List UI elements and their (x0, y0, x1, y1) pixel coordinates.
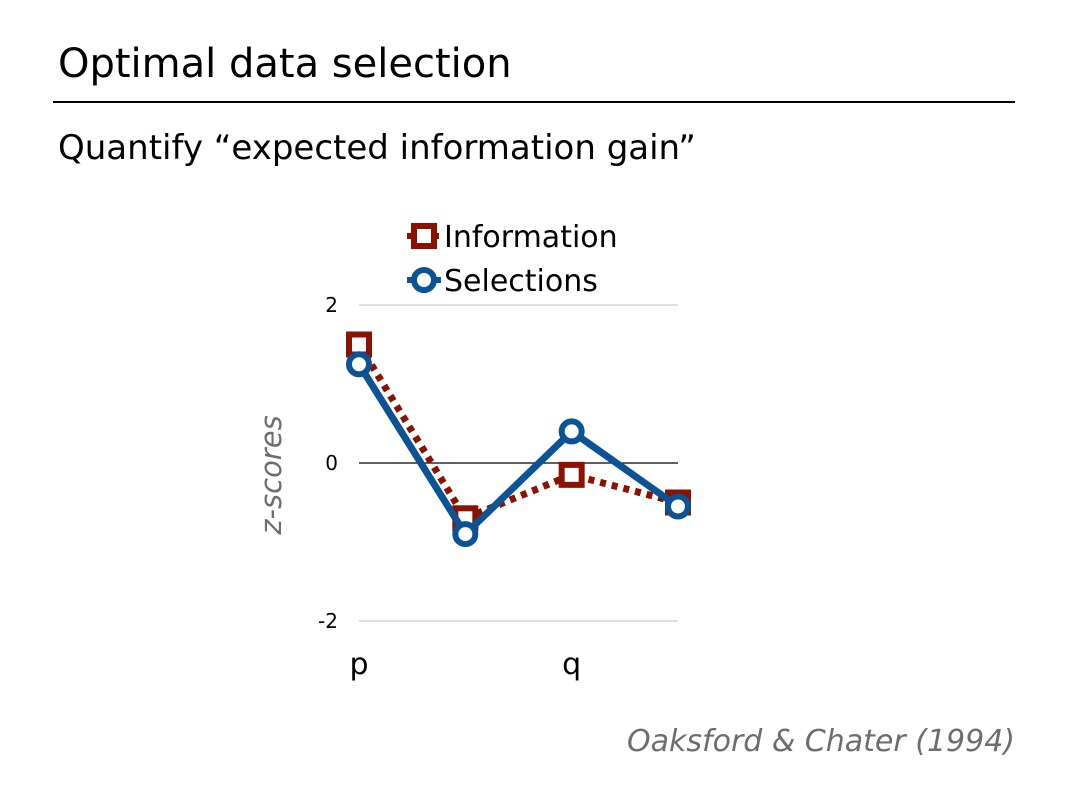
data-point-selections (558, 418, 585, 445)
citation: Oaksford & Chater (1994) (627, 724, 1015, 759)
legend-marker-square (411, 223, 437, 249)
slide-title: Optimal data selection (58, 41, 512, 87)
title-divider (53, 101, 1015, 103)
data-point-selections (665, 493, 691, 520)
legend-label: Information (444, 220, 618, 255)
data-point-selections (346, 351, 372, 378)
legend-label: Selections (444, 264, 598, 299)
y-tick-label: -2 (318, 609, 338, 633)
series-line-information (356, 342, 679, 522)
slide-subtitle: Quantify “expected information gain” (58, 128, 696, 168)
y-axis-label: z-scores (254, 415, 288, 535)
legend-marker-circle (411, 267, 437, 293)
x-tick-label: p (349, 647, 368, 682)
y-tick-label: 2 (325, 293, 338, 317)
series-line-selections (356, 362, 681, 538)
x-tick-label: q (562, 647, 581, 682)
data-point-selections (452, 521, 479, 548)
y-tick-label: 0 (325, 451, 338, 475)
data-point-information (558, 461, 585, 488)
